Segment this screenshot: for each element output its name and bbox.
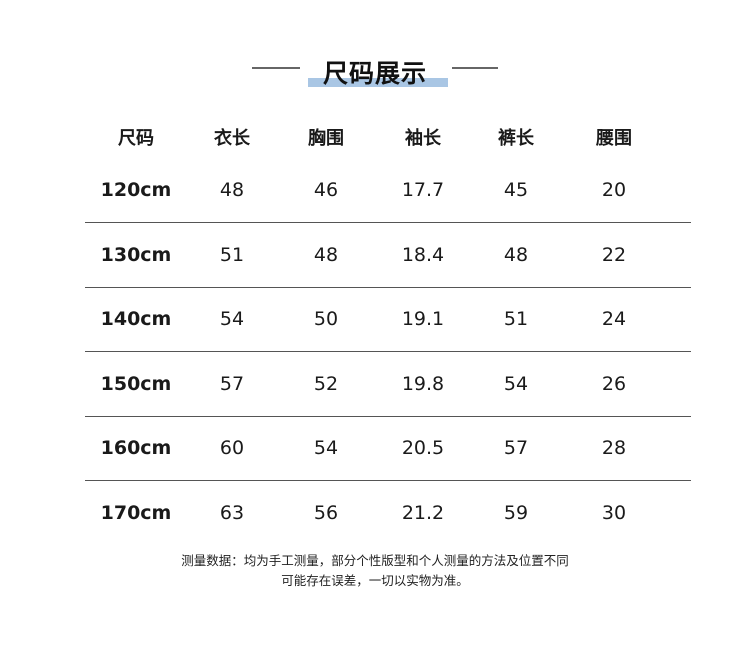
title-divider-right — [452, 67, 498, 69]
value-cell: 19.8 — [401, 372, 445, 395]
value-cell: 54 — [503, 372, 529, 395]
value-cell: 45 — [503, 179, 529, 201]
table-row: 160cm 60 54 20.5 57 28 — [85, 416, 691, 481]
value-cell: 46 — [313, 179, 339, 201]
value-cell: 22 — [601, 243, 627, 266]
value-cell: 54 — [219, 308, 245, 330]
value-cell: 20.5 — [401, 437, 445, 459]
value-cell: 26 — [601, 372, 627, 395]
title-highlight — [308, 78, 448, 87]
value-cell: 21.2 — [401, 501, 445, 524]
value-cell: 60 — [219, 437, 245, 459]
size-cell: 尺码 — [118, 128, 154, 149]
value-cell: 17.7 — [401, 179, 445, 201]
table-row: 140cm 54 50 19.1 51 24 — [85, 287, 691, 352]
value-cell: 28 — [601, 437, 627, 459]
table-row: 120cm 48 46 17.7 45 20 — [85, 158, 691, 223]
table-row: 130cm 51 48 18.4 48 22 — [85, 223, 691, 288]
value-cell: 腰围 — [596, 128, 632, 149]
title-divider-left — [252, 67, 300, 69]
size-cell: 150cm — [100, 372, 172, 395]
size-cell: 160cm — [100, 437, 172, 459]
value-cell: 30 — [601, 501, 627, 524]
value-cell: 57 — [219, 372, 245, 395]
size-cell: 170cm — [100, 501, 172, 524]
page-title: 尺码展示 — [322, 59, 427, 88]
title-block: 尺码展示 — [0, 52, 750, 92]
value-cell: 衣长 — [214, 128, 250, 149]
value-cell: 48 — [219, 179, 245, 201]
note-line-2: 可能存在误差，一切以实物为准。 — [281, 573, 469, 588]
value-cell: 63 — [219, 501, 245, 524]
note-line-1: 测量数据：均为手工测量，部分个性版型和个人测量的方法及位置不同 — [181, 553, 569, 568]
value-cell: 24 — [601, 308, 627, 330]
size-cell: 130cm — [100, 243, 172, 266]
value-cell: 19.1 — [401, 308, 445, 330]
value-cell: 48 — [503, 243, 529, 266]
value-cell: 59 — [503, 501, 529, 524]
value-cell: 袖长 — [405, 128, 441, 149]
size-cell: 140cm — [100, 308, 172, 330]
value-cell: 18.4 — [401, 243, 445, 266]
value-cell: 51 — [219, 243, 245, 266]
value-cell: 52 — [313, 372, 339, 395]
value-cell: 56 — [313, 501, 339, 524]
value-cell: 48 — [313, 243, 339, 266]
value-cell: 胸围 — [308, 128, 344, 149]
value-cell: 54 — [313, 437, 339, 459]
table-row: 150cm 57 52 19.8 54 26 — [85, 352, 691, 417]
table-row: 170cm 63 56 21.2 59 30 — [85, 481, 691, 545]
value-cell: 57 — [503, 437, 529, 459]
value-cell: 20 — [601, 179, 627, 201]
value-cell: 50 — [313, 308, 339, 330]
value-cell: 51 — [503, 308, 529, 330]
table-header: 尺码 衣长 胸围 袖长 裤长 腰围 — [85, 105, 691, 169]
size-cell: 120cm — [100, 179, 172, 201]
value-cell: 裤长 — [498, 128, 534, 149]
